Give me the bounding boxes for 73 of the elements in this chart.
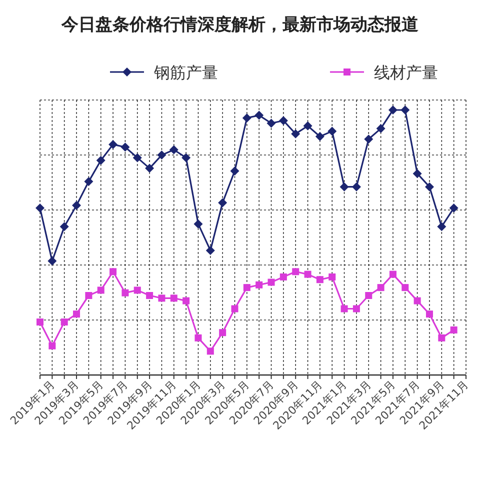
point: [96, 156, 106, 165]
point: [389, 270, 396, 278]
point: [170, 294, 178, 302]
point: [145, 164, 154, 173]
point: [376, 124, 386, 134]
point: [48, 342, 56, 350]
point: [72, 200, 82, 210]
point: [194, 219, 203, 228]
legend-label: 线材产量: [374, 63, 438, 82]
point: [328, 273, 336, 280]
point: [340, 305, 348, 312]
point: [437, 222, 446, 232]
point: [352, 182, 361, 192]
point: [254, 110, 264, 120]
point: [157, 150, 166, 160]
point: [73, 310, 80, 318]
point: [60, 222, 69, 232]
point: [388, 106, 398, 114]
point: [36, 204, 44, 213]
point: [278, 116, 288, 126]
point: [218, 198, 228, 208]
point: [169, 145, 178, 154]
point: [206, 348, 214, 355]
point: [256, 281, 263, 288]
point: [438, 334, 446, 342]
point: [85, 292, 92, 299]
point: [243, 284, 250, 292]
point: [36, 318, 44, 326]
point: [242, 113, 252, 122]
point: [134, 286, 141, 294]
point: [110, 268, 117, 276]
chart-title: 今日盘条价格行情深度解析，最新市场动态报道: [60, 15, 418, 35]
point: [424, 182, 434, 192]
point: [97, 286, 104, 294]
point: [292, 268, 300, 276]
point: [120, 142, 130, 152]
point: [230, 166, 240, 176]
point: [377, 284, 384, 292]
point: [450, 326, 458, 334]
point: [182, 297, 190, 304]
point: [402, 284, 409, 292]
point: [303, 121, 312, 130]
point: [206, 246, 215, 255]
point: [365, 292, 372, 299]
point: [412, 169, 422, 178]
point: [219, 329, 226, 336]
point: [84, 177, 94, 186]
point: [132, 153, 142, 162]
point: [182, 153, 191, 162]
point: [304, 270, 312, 278]
point: [426, 310, 433, 318]
point: [316, 276, 324, 284]
point: [194, 334, 202, 342]
point: [231, 305, 238, 312]
point: [146, 292, 154, 299]
legend-label: 钢筋产量: [153, 63, 218, 82]
point: [414, 297, 421, 304]
point: [122, 289, 129, 296]
point: [328, 126, 337, 136]
point: [266, 118, 276, 128]
point: [340, 182, 349, 192]
point: [291, 129, 300, 138]
point: [449, 204, 458, 213]
point: [364, 134, 374, 144]
point: [158, 294, 166, 302]
point: [268, 278, 275, 286]
point: [400, 106, 410, 114]
point: [280, 273, 287, 280]
point: [48, 256, 57, 266]
point: [60, 318, 68, 326]
point: [108, 140, 118, 149]
point: [352, 305, 360, 312]
point: [315, 132, 324, 141]
